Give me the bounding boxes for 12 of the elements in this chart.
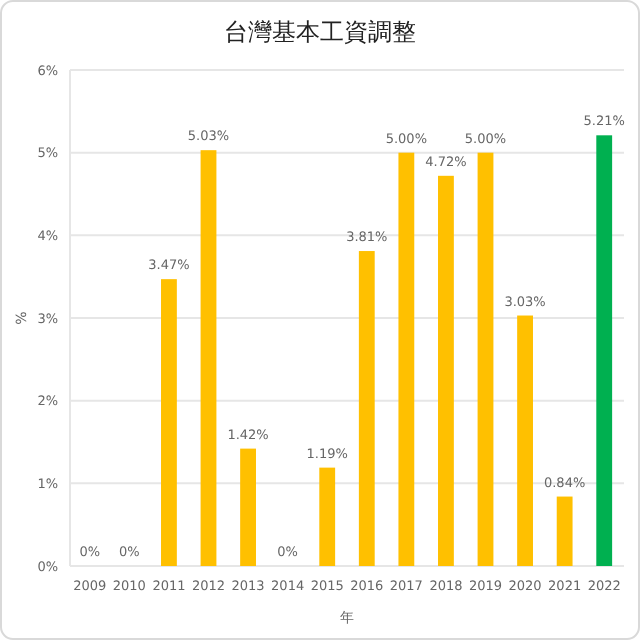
bar: [319, 467, 336, 566]
bar: [240, 448, 256, 566]
bar: [200, 150, 217, 566]
bar: [517, 315, 533, 566]
bar: [161, 279, 177, 566]
chart-title: 台灣基本工資調整: [224, 18, 416, 46]
bar: [358, 251, 375, 566]
bar: [438, 175, 454, 566]
bar: [556, 496, 573, 566]
bar: [477, 152, 494, 566]
bar: [398, 152, 415, 566]
bar: [596, 135, 613, 566]
